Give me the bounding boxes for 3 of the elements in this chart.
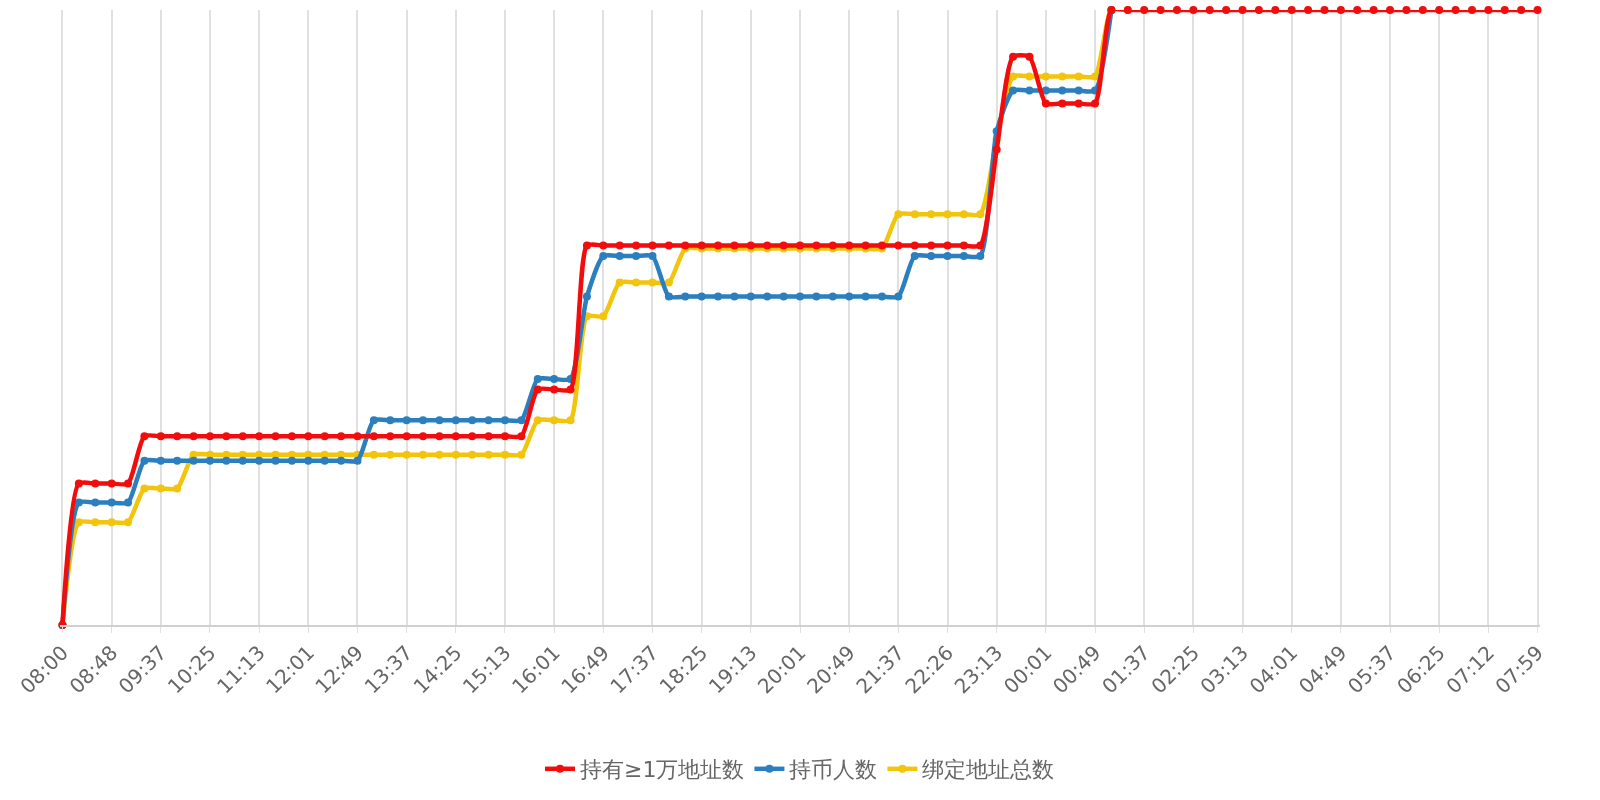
legend-label: 持币人数 <box>789 757 878 783</box>
legend-label: 持有≥1万地址数 <box>580 757 745 783</box>
legend-label: 绑定地址总数 <box>922 757 1055 783</box>
